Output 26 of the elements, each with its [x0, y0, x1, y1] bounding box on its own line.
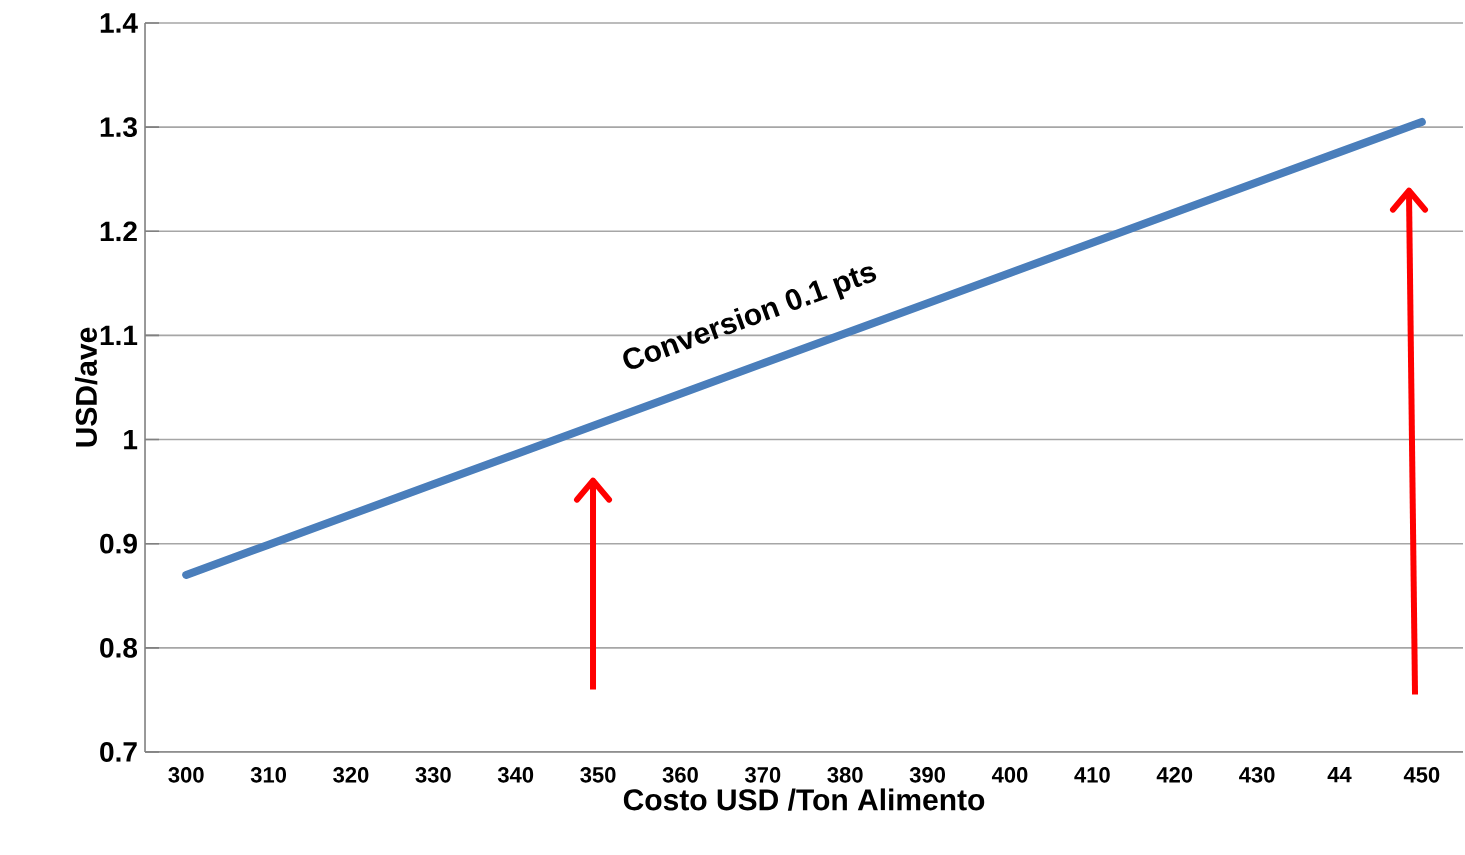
x-tick-label: 44	[1327, 767, 1352, 783]
x-tick-label: 340	[497, 767, 534, 783]
y-tick-label: 1.1	[100, 325, 138, 346]
x-tick-label: 420	[1156, 767, 1193, 783]
x-tick-label: 370	[744, 767, 781, 783]
x-tick-label: 300	[168, 767, 204, 783]
y-tick-label: 1.2	[100, 221, 137, 242]
x-axis-title: Costo USD /Ton Alimento	[623, 788, 985, 811]
x-tick-label: 410	[1074, 767, 1110, 783]
y-tick-label: 0.9	[100, 533, 137, 554]
y-axis-title: USD/ave	[74, 327, 98, 447]
x-tick-label: 310	[250, 767, 287, 783]
y-tick-label: 1.3	[100, 117, 137, 138]
x-tick-label: 430	[1239, 767, 1275, 783]
y-tick-label: 0.8	[100, 637, 138, 658]
y-tick-label: 0.7	[100, 742, 137, 762]
x-tick-label: 320	[333, 767, 369, 783]
x-tick-label: 450	[1403, 767, 1440, 783]
y-tick-label: 1	[124, 429, 138, 450]
x-tick-label: 350	[580, 767, 616, 783]
x-tick-label: 390	[909, 767, 946, 783]
x-tick-label: 360	[662, 767, 698, 783]
y-tick-label: 1.4	[100, 13, 138, 33]
x-tick-label: 330	[415, 767, 451, 783]
x-tick-label: 400	[991, 767, 1028, 783]
x-tick-label: 380	[827, 767, 863, 783]
